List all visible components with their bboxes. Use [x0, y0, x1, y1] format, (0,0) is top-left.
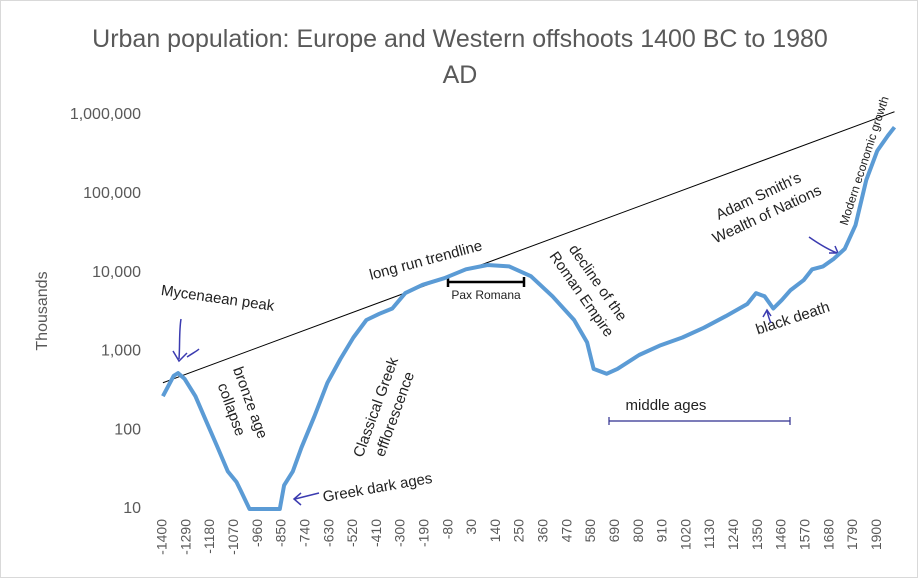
- x-tick-label: 1130: [701, 519, 717, 549]
- x-tick-label: 580: [582, 519, 598, 543]
- x-tick-label: -300: [392, 519, 408, 547]
- annotation: decline of the Roman Empire: [546, 242, 631, 341]
- annotation: black death: [754, 299, 832, 339]
- trendline: [162, 111, 895, 384]
- annotation: middle ages: [626, 397, 707, 414]
- bracket: [446, 277, 526, 287]
- x-tick-label: 470: [558, 519, 574, 543]
- annotation: Modern economic growth: [837, 95, 892, 227]
- x-tick-label: -630: [320, 519, 336, 547]
- x-tick-label: -960: [249, 519, 265, 547]
- annotation: Mycenaean peak: [160, 282, 276, 315]
- x-tick-label: -1070: [225, 519, 241, 555]
- y-tick-label: 10: [123, 500, 141, 517]
- x-tick-label: 800: [630, 519, 646, 543]
- x-tick-label: 1460: [773, 519, 789, 550]
- arrow: [172, 318, 200, 363]
- x-tick-label: -410: [368, 519, 384, 547]
- annotation: Greek dark ages: [321, 470, 433, 506]
- x-tick-label: -1180: [201, 519, 217, 554]
- x-tick-label: 1900: [868, 519, 884, 550]
- x-tick-label: -740: [296, 519, 312, 547]
- x-tick-label: 250: [511, 519, 527, 543]
- x-tick-label: 910: [654, 519, 670, 543]
- x-tick-label: 1020: [677, 519, 693, 550]
- arrow: [808, 236, 840, 254]
- bracket: [608, 417, 791, 425]
- x-tick-label: 1680: [820, 519, 836, 550]
- x-tick-label: 690: [606, 519, 622, 543]
- x-tick-label: 30: [463, 519, 479, 535]
- y-tick-label: 1,000,000: [70, 106, 141, 123]
- x-tick-label: 1240: [725, 519, 741, 550]
- y-tick-label: 100,000: [83, 185, 141, 202]
- x-tick-label: -850: [273, 519, 289, 547]
- x-tick-label: 1350: [749, 519, 765, 550]
- y-tick-label: 1,000: [101, 343, 141, 360]
- annotation: Pax Romana: [451, 288, 521, 302]
- data-line: [161, 125, 897, 511]
- x-tick-label: -520: [344, 519, 360, 547]
- y-tick-label: 100: [114, 421, 141, 438]
- chart-title: Urban population: Europe and Western off…: [92, 25, 828, 89]
- y-axis-title: Thousands: [34, 271, 51, 350]
- x-tick-label: 360: [535, 519, 551, 543]
- annotation: Classical Greek efflorescence: [350, 355, 418, 460]
- x-tick-label: -80: [439, 519, 455, 539]
- x-tick-label: 1570: [796, 519, 812, 550]
- x-tick-label: -1400: [154, 519, 170, 555]
- trendline-label: long run trendline: [368, 237, 484, 283]
- arrow: [762, 308, 772, 324]
- x-tick-label: -190: [416, 519, 432, 547]
- x-tick-label: -1290: [177, 519, 193, 555]
- y-tick-label: 10,000: [92, 264, 141, 281]
- x-tick-label: 1790: [844, 519, 860, 550]
- x-tick-label: 140: [487, 519, 503, 543]
- arrow: [292, 492, 320, 506]
- annotation: bronze age collapse: [214, 365, 271, 441]
